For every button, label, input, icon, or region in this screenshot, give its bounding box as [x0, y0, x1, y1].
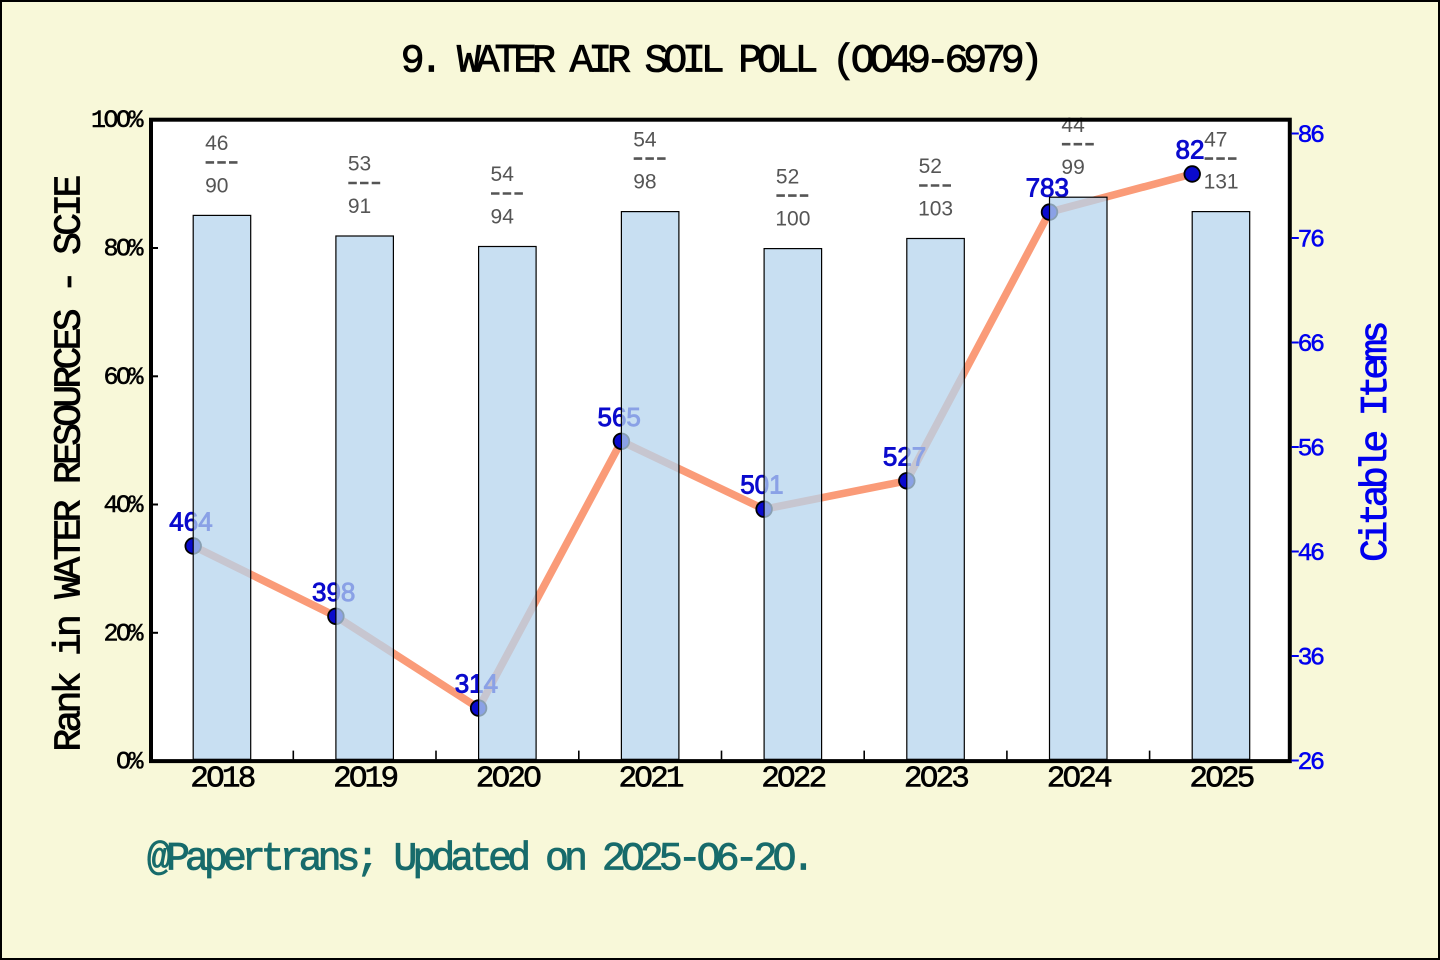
svg-text:54: 54: [491, 163, 515, 186]
svg-text:52: 52: [919, 155, 942, 178]
svg-text:131: 131: [1204, 171, 1239, 194]
svg-text:2O2O: 2O2O: [476, 762, 541, 797]
svg-text:4O%: 4O%: [103, 491, 144, 520]
svg-text:82: 82: [1176, 135, 1205, 165]
svg-text:90: 90: [205, 174, 228, 197]
svg-text:2O18: 2O18: [190, 762, 254, 797]
svg-text:9. WATER AIR SOIL POLL (OO49-6: 9. WATER AIR SOIL POLL (OO49-6979): [401, 40, 1039, 85]
svg-text:Rank in WATER RESOURCES - SCIE: Rank in WATER RESOURCES - SCIE: [49, 177, 92, 752]
svg-text:2O21: 2O21: [618, 762, 683, 797]
svg-text:2O%: 2O%: [103, 619, 144, 648]
svg-text:1OO%: 1OO%: [91, 106, 145, 135]
svg-text:86: 86: [1298, 121, 1325, 150]
svg-text:98: 98: [633, 171, 656, 194]
svg-text:56: 56: [1298, 435, 1325, 464]
svg-text:52: 52: [776, 165, 799, 188]
svg-text:O%: O%: [116, 748, 145, 777]
svg-text:94: 94: [491, 206, 515, 229]
svg-text:66: 66: [1298, 330, 1325, 359]
svg-text:53: 53: [348, 153, 371, 176]
svg-text:2O24: 2O24: [1047, 762, 1112, 797]
svg-text:36: 36: [1298, 644, 1325, 673]
svg-text:8O%: 8O%: [103, 235, 144, 264]
svg-text:2O19: 2O19: [333, 762, 397, 797]
svg-text:99: 99: [1061, 156, 1084, 179]
svg-text:2O25: 2O25: [1189, 762, 1253, 797]
svg-text:2O22: 2O22: [761, 762, 825, 797]
svg-text:Citable Items: Citable Items: [1355, 323, 1398, 561]
svg-text:76: 76: [1298, 226, 1325, 255]
svg-text:46: 46: [205, 132, 228, 155]
svg-text:103: 103: [918, 198, 953, 221]
svg-text:6O%: 6O%: [103, 363, 144, 392]
svg-text:26: 26: [1298, 748, 1325, 777]
svg-text:100: 100: [775, 208, 810, 231]
svg-text:2O23: 2O23: [904, 762, 968, 797]
svg-text:46: 46: [1298, 539, 1325, 568]
svg-text:47: 47: [1204, 128, 1227, 151]
svg-text:54: 54: [633, 128, 657, 151]
svg-text:@Papertrans; Updated on 2O25-O: @Papertrans; Updated on 2O25-O6-2O.: [147, 838, 810, 883]
svg-text:44: 44: [1061, 114, 1085, 137]
svg-text:91: 91: [348, 195, 371, 218]
